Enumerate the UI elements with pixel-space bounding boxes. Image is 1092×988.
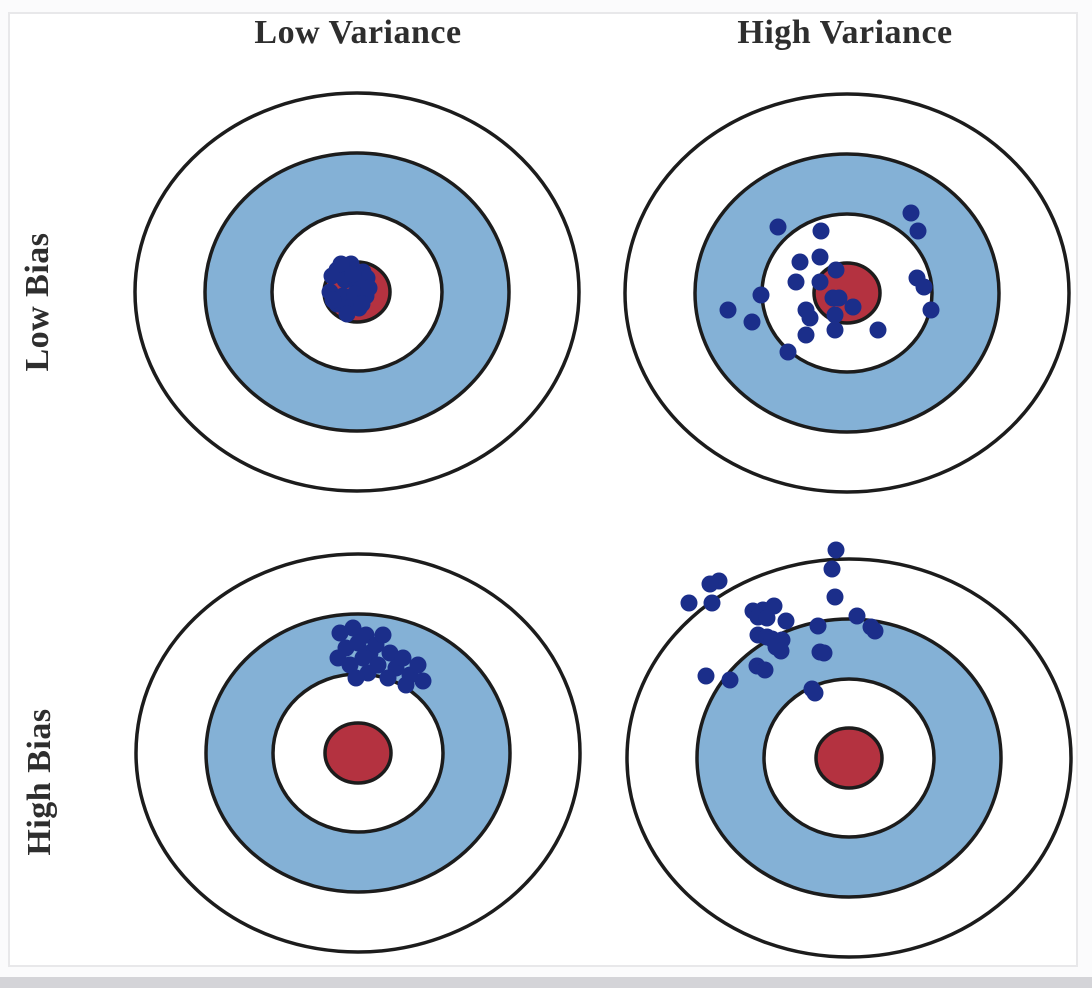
prediction-dot — [806, 684, 824, 702]
prediction-dot — [758, 609, 776, 627]
target-high-bias-low-variance — [134, 552, 582, 954]
bullseye — [812, 261, 882, 325]
prediction-dot — [922, 301, 940, 319]
bullseye — [814, 726, 884, 790]
prediction-dot — [787, 273, 805, 291]
prediction-dot — [848, 607, 866, 625]
target-high-bias-high-variance — [625, 541, 1073, 959]
prediction-dot — [349, 634, 367, 652]
prediction-dot — [797, 326, 815, 344]
prediction-dot — [397, 676, 415, 694]
prediction-dot — [815, 644, 833, 662]
prediction-dot — [354, 649, 372, 667]
prediction-dot — [809, 617, 827, 635]
bullseye — [323, 721, 393, 785]
prediction-dot — [381, 644, 399, 662]
prediction-dot — [680, 594, 698, 612]
prediction-dot — [697, 667, 715, 685]
prediction-dot — [866, 622, 884, 640]
prediction-dot — [791, 253, 809, 271]
prediction-dot — [844, 298, 862, 316]
prediction-dot — [826, 588, 844, 606]
prediction-dot — [801, 309, 819, 327]
prediction-dot — [409, 656, 427, 674]
prediction-dot — [324, 291, 342, 309]
prediction-dot — [374, 626, 392, 644]
prediction-dot — [332, 255, 350, 273]
prediction-dot — [772, 642, 790, 660]
prediction-dot — [331, 624, 349, 642]
prediction-dot — [323, 267, 341, 285]
row-header-high-bias: High Bias — [21, 708, 58, 856]
prediction-dot — [347, 669, 365, 687]
prediction-dot — [719, 301, 737, 319]
column-header-high-variance: High Variance — [737, 14, 953, 51]
prediction-dot — [915, 278, 933, 296]
prediction-dot — [826, 306, 844, 324]
prediction-dot — [826, 321, 844, 339]
prediction-dot — [756, 661, 774, 679]
prediction-dot — [823, 560, 841, 578]
prediction-dot — [827, 541, 845, 559]
prediction-dot — [344, 265, 362, 283]
prediction-dot — [721, 671, 739, 689]
row-header-low-bias: Low Bias — [19, 232, 56, 372]
prediction-dot — [379, 669, 397, 687]
prediction-dot — [414, 672, 432, 690]
bottom-bar — [0, 977, 1092, 988]
prediction-dot — [752, 286, 770, 304]
prediction-dot — [394, 649, 412, 667]
prediction-dot — [827, 261, 845, 279]
prediction-dot — [743, 313, 761, 331]
prediction-dot — [769, 218, 787, 236]
prediction-dot — [338, 305, 356, 323]
prediction-dot — [811, 273, 829, 291]
prediction-dot — [909, 222, 927, 240]
prediction-dot — [360, 279, 378, 297]
prediction-dot — [902, 204, 920, 222]
prediction-dot — [353, 295, 371, 313]
prediction-dot — [341, 656, 359, 674]
prediction-dot — [811, 248, 829, 266]
target-low-bias-high-variance — [623, 92, 1071, 494]
prediction-dot — [869, 321, 887, 339]
prediction-dot — [777, 612, 795, 630]
prediction-dot — [344, 619, 362, 637]
column-header-low-variance: Low Variance — [254, 14, 462, 51]
prediction-dot — [701, 575, 719, 593]
target-low-bias-low-variance — [133, 91, 581, 493]
prediction-dot — [779, 343, 797, 361]
prediction-dot — [703, 594, 721, 612]
prediction-dot — [812, 222, 830, 240]
prediction-dot — [830, 289, 848, 307]
